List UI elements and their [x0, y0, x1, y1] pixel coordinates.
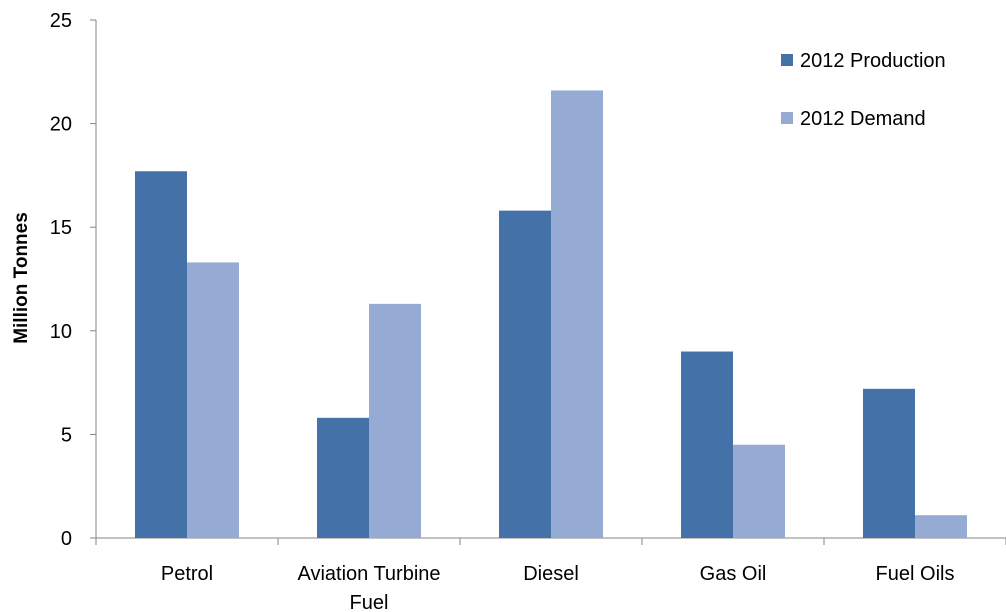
x-category-label: Aviation Turbine Fuel [297, 563, 440, 612]
bar-2012-demand [733, 444, 785, 538]
bar-2012-demand [187, 262, 239, 538]
legend-swatch [781, 54, 793, 66]
y-tick-label: 0 [61, 528, 72, 550]
bar-2012-demand [915, 515, 967, 538]
bar-2012-production [317, 417, 369, 538]
legend-swatch [781, 112, 793, 124]
x-category-labels: Petrol Aviation Turbine Fuel Diesel Gas Oil F… [161, 563, 955, 612]
x-category-label: Gas Oil [700, 563, 767, 585]
y-tick-label: 20 [50, 114, 72, 136]
bars [135, 90, 967, 539]
y-tick-label: 10 [50, 321, 72, 343]
x-category-label: Diesel [523, 563, 579, 585]
bar-2012-production [135, 171, 187, 539]
legend-label: 2012 Production [800, 50, 946, 72]
y-tick-label: 15 [50, 217, 72, 239]
bar-2012-production [863, 388, 915, 538]
bar-2012-demand [369, 303, 421, 538]
y-axis-label: Million Tonnes [11, 212, 32, 344]
bar-2012-production [681, 351, 733, 538]
x-category-label: Petrol [161, 563, 213, 585]
legend: 2012 Production 2012 Demand [781, 50, 946, 130]
y-tick-labels: 0 5 10 15 20 25 [50, 10, 72, 550]
y-tick-label: 5 [61, 424, 72, 446]
bar-2012-production [499, 210, 551, 538]
y-tick-label: 25 [50, 10, 72, 32]
bar-2012-demand [551, 90, 603, 538]
x-category-label: Fuel Oils [876, 563, 955, 585]
legend-label: 2012 Demand [800, 108, 926, 130]
